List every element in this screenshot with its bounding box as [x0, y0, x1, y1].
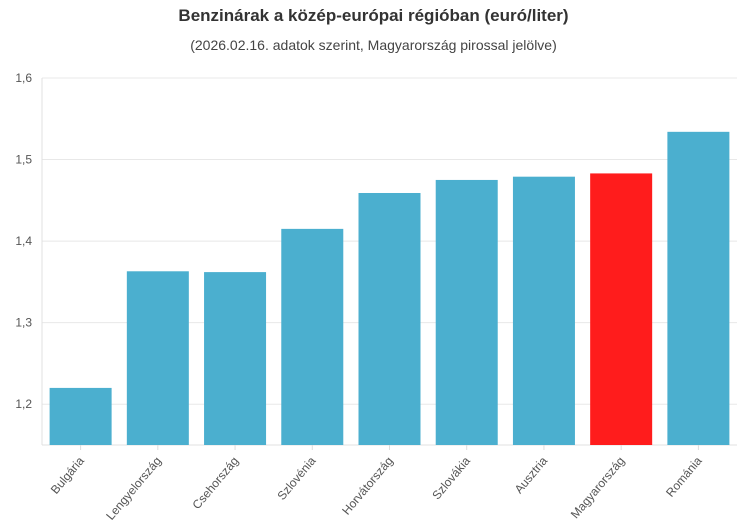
bar-horvátország: [358, 192, 421, 445]
x-tick-label: Horvátország: [339, 454, 396, 518]
bar-lengyelország: [126, 271, 189, 445]
x-tick-label: Szlovákia: [429, 454, 473, 503]
bar-bulgária: [49, 387, 112, 445]
bar-magyarország: [590, 173, 653, 446]
y-tick-label: 1,2: [15, 397, 32, 411]
y-tick-label: 1,5: [15, 153, 32, 167]
bar-csehország: [204, 272, 267, 445]
y-tick-label: 1,4: [15, 234, 32, 248]
x-tick-label: Bulgária: [48, 454, 87, 497]
x-tick-label: Lengyelország: [103, 454, 164, 523]
x-tick-label: Szlovénia: [274, 454, 318, 503]
y-tick-label: 1,6: [15, 71, 32, 85]
chart-subtitle: (2026.02.16. adatok szerint, Magyarorszá…: [190, 37, 557, 53]
chart-title: Benzinárak a közép-európai régióban (eur…: [178, 6, 569, 25]
bar-ausztria: [512, 176, 575, 445]
y-tick-label: 1,3: [15, 316, 32, 330]
bar-szlovákia: [435, 179, 498, 445]
bar-szlovénia: [281, 228, 344, 445]
bar-románia: [667, 131, 730, 445]
x-tick-label: Románia: [663, 454, 705, 500]
x-tick-label: Ausztria: [512, 454, 551, 496]
x-tick-label: Magyarország: [568, 454, 628, 521]
x-tick-label: Csehország: [189, 454, 241, 512]
